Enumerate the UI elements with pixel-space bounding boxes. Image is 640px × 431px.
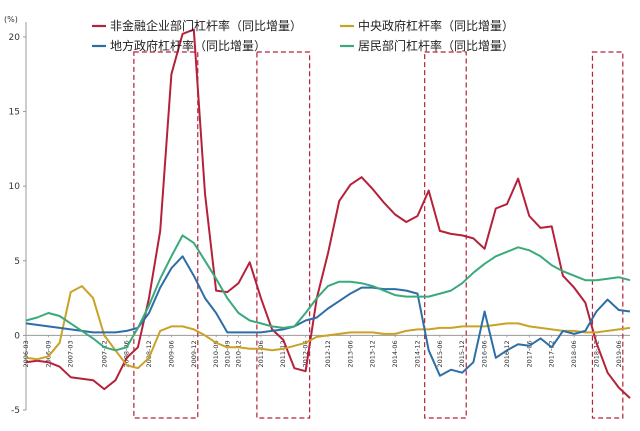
- series-line: [25, 234, 631, 352]
- x-tick-label: 2009-12: [190, 340, 198, 367]
- x-tick-label: 2011-12: [279, 340, 287, 367]
- x-tick-label: 2010-12: [235, 340, 243, 367]
- x-tick-label: 2008-06: [123, 340, 131, 367]
- legend-label: 中央政府杠杆率（同比增量）: [358, 18, 514, 33]
- x-tick-label: 2012-06: [302, 340, 310, 367]
- y-axis: -5 0 5 10 15 20: [9, 22, 27, 416]
- series-line: [25, 28, 631, 399]
- x-tick-label: 2015-06: [436, 340, 444, 367]
- unit-label: (%): [4, 15, 18, 24]
- x-tick-label: 2015-12: [458, 340, 466, 367]
- x-tick-label: 2012-12: [324, 340, 332, 367]
- x-tick-label: 2013-12: [369, 340, 377, 367]
- x-tick-label: 2016-12: [503, 340, 511, 367]
- x-tick-label: 2009-06: [167, 340, 175, 367]
- x-tick-label: 2017-06: [525, 340, 533, 367]
- y-tick-label: 0: [14, 331, 20, 341]
- highlight-box: [591, 51, 624, 419]
- x-tick-label: 2014-06: [391, 340, 399, 367]
- x-axis: 2006-03 2006-09 2007-03 2007-12 2008-06 2008-…: [22, 335, 623, 368]
- y-tick-label: 20: [9, 33, 21, 43]
- legend-label: 非金融企业部门杠杆率（同比增量）: [110, 18, 302, 33]
- y-tick-label: 10: [9, 182, 21, 192]
- x-tick-label: 2018-06: [570, 340, 578, 367]
- x-tick-label: 2008-12: [145, 340, 153, 367]
- highlight-box: [133, 51, 199, 419]
- y-tick-label: -5: [11, 406, 20, 416]
- x-tick-label: 2011-06: [257, 340, 265, 367]
- highlight-boxes: [133, 51, 624, 419]
- legend-label: 居民部门杠杆率（同比增量）: [358, 38, 514, 53]
- x-tick-label: 2018-12: [592, 340, 600, 367]
- highlight-box: [424, 51, 467, 419]
- legend: 非金融企业部门杠杆率（同比增量） 中央政府杠杆率（同比增量） 地方政府杠杆率（同比增…: [92, 18, 514, 53]
- x-tick-label: 2007-03: [67, 340, 75, 367]
- x-tick-label: 2010-06: [212, 340, 220, 367]
- y-tick-label: 15: [9, 108, 20, 118]
- x-tick-label: 2006-03: [22, 340, 30, 367]
- x-tick-label: 2019-06: [615, 340, 623, 367]
- x-tick-label: 2013-06: [346, 340, 354, 367]
- x-tick-label: 2016-06: [481, 340, 489, 367]
- x-tick-label: 2017-12: [548, 340, 556, 367]
- x-tick-label: 2007-12: [100, 340, 108, 367]
- x-tick-label: 2006-09: [44, 340, 52, 367]
- x-tick-label: 2014-12: [413, 340, 421, 367]
- x-tick-label: 2010-09: [223, 340, 231, 367]
- legend-label: 地方政府杠杆率（同比增量）: [110, 38, 266, 53]
- series-line: [25, 255, 631, 377]
- highlight-box: [256, 51, 311, 419]
- series-lines: [25, 28, 631, 399]
- y-tick-label: 5: [14, 257, 20, 267]
- series-line: [25, 285, 631, 370]
